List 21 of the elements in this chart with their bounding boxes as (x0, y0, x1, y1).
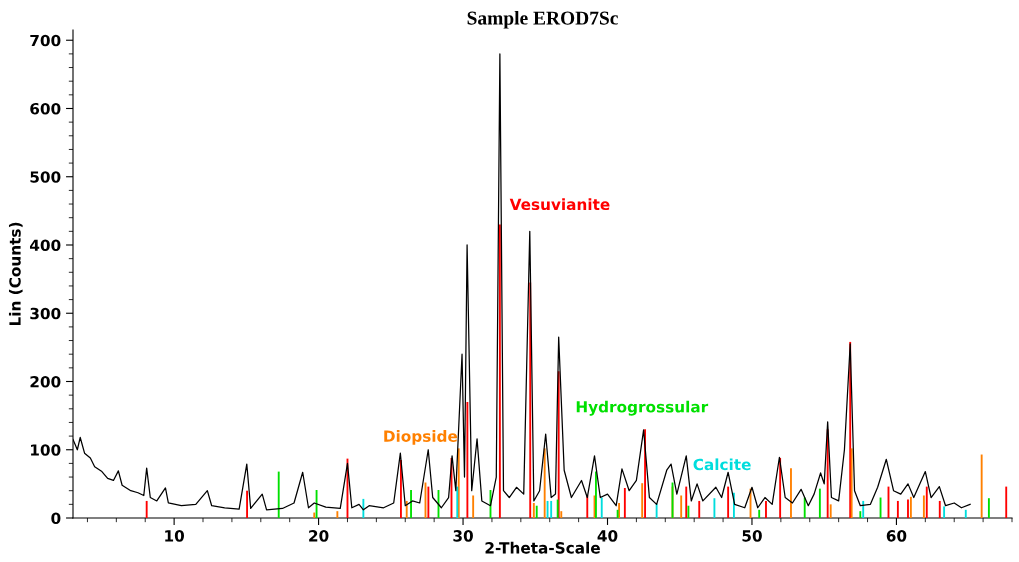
y-tick-label: 600 (30, 102, 61, 115)
y-tick-label: 700 (30, 34, 61, 47)
y-tick-label: 200 (30, 375, 61, 388)
x-axis-title: 2-Theta-Scale (485, 541, 600, 554)
y-tick-label: 500 (30, 171, 61, 183)
series-label: Vesuvianite (509, 198, 610, 211)
y-axis-title: Lin (Counts) (8, 222, 23, 326)
series-label: Diopside (384, 430, 458, 445)
x-tick-label: 30 (453, 530, 473, 542)
x-tick-label: 10 (165, 530, 185, 542)
x-tick-label: 20 (309, 530, 329, 542)
y-tick-label: 300 (30, 307, 61, 320)
y-tick-label: 400 (29, 239, 61, 252)
x-tick-label: 40 (597, 530, 618, 542)
y-tick-label: 0 (51, 512, 61, 525)
x-tick-label: 60 (886, 530, 907, 542)
x-tick-label: 50 (742, 530, 762, 542)
series-label: Calcite (693, 458, 751, 471)
y-tick-label: 100 (31, 444, 61, 456)
chart-title: Sample EROD7Sc (467, 10, 618, 29)
text: Hydrogrossular (576, 400, 709, 416)
